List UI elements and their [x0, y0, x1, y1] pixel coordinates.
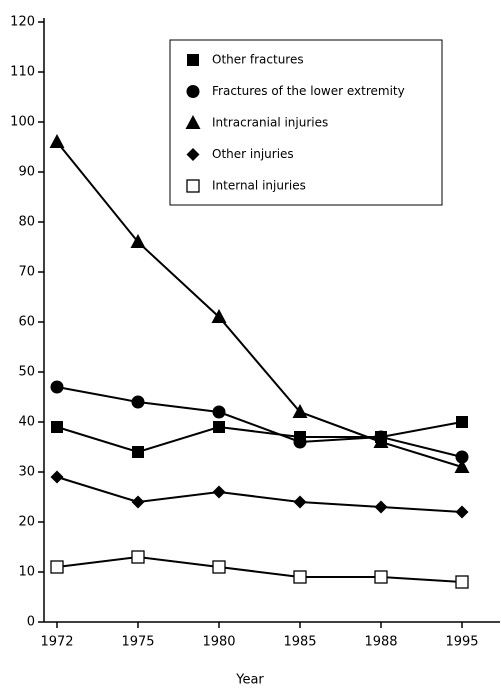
x-tick-label: 1985: [283, 635, 316, 650]
x-tick-label: 1972: [40, 635, 73, 650]
legend-label: Other injuries: [212, 147, 294, 161]
marker: [186, 179, 200, 193]
y-tick-label: 60: [18, 315, 35, 330]
marker: [454, 459, 470, 473]
marker: [455, 505, 469, 519]
y-tick-label: 0: [27, 615, 35, 630]
marker: [293, 495, 307, 509]
marker: [212, 405, 226, 419]
y-tick-label: 30: [18, 465, 35, 480]
x-axis-label: Year: [235, 673, 264, 688]
marker: [374, 500, 388, 514]
y-tick-label: 40: [18, 415, 35, 430]
marker: [132, 446, 144, 458]
x-tick-label: 1980: [202, 635, 235, 650]
series-line: [56, 421, 463, 454]
marker: [293, 570, 307, 584]
marker: [51, 421, 63, 433]
x-tick-label: 1995: [445, 635, 478, 650]
marker: [131, 495, 145, 509]
marker: [455, 450, 469, 464]
series-line: [56, 386, 463, 458]
y-tick-label: 20: [18, 515, 35, 530]
y-tick-label: 50: [18, 365, 35, 380]
y-tick-label: 100: [10, 115, 35, 130]
marker: [373, 434, 389, 448]
marker: [131, 395, 145, 409]
marker: [49, 134, 65, 148]
x-tick-label: 1975: [121, 635, 154, 650]
marker: [186, 85, 200, 98]
marker: [293, 435, 307, 449]
marker: [213, 421, 225, 433]
marker: [131, 550, 145, 564]
marker: [50, 560, 64, 574]
marker: [455, 575, 469, 589]
marker: [187, 54, 199, 66]
marker: [186, 148, 200, 161]
series-line: [56, 476, 463, 513]
series-line: [56, 141, 463, 468]
legend-box: [169, 39, 443, 206]
legend: Other fractures Fractures of the lower ex…: [169, 39, 443, 206]
y-tick-label: 10: [18, 565, 35, 580]
marker: [374, 570, 388, 584]
legend-label: Other fractures: [212, 53, 304, 67]
legend-label: Fractures of the lower extremity: [212, 84, 405, 98]
marker: [456, 416, 468, 428]
legend-label: Intracranial injuries: [212, 116, 328, 130]
y-tick-label: 80: [18, 215, 35, 230]
marker: [292, 404, 308, 418]
marker: [130, 234, 146, 248]
x-tick-label: 1988: [364, 635, 397, 650]
legend-label: Internal injuries: [212, 179, 306, 193]
y-tick-label: 120: [10, 15, 35, 30]
y-tick-label: 70: [18, 265, 35, 280]
marker: [50, 470, 64, 484]
y-tick-label: 110: [10, 65, 35, 80]
series-line: [56, 555, 463, 583]
marker: [212, 485, 226, 499]
y-tick-label: 90: [18, 165, 35, 180]
marker: [50, 380, 64, 394]
marker: [212, 560, 226, 574]
marker: [211, 309, 227, 323]
marker: [185, 115, 201, 129]
